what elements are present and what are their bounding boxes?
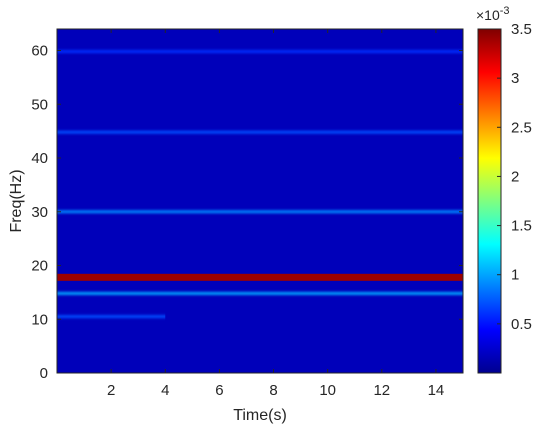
frequency-band (57, 291, 463, 295)
x-tick-label: 2 (107, 382, 115, 399)
colorbar-gradient (478, 29, 501, 373)
y-tick-label: 30 (31, 204, 48, 221)
colorbar-tick-label: 3 (511, 70, 519, 87)
axes: 2 4 6 8 10 12 14 0 10 20 30 40 50 60 (31, 28, 464, 399)
colorbar-tick-label: 1.5 (511, 218, 532, 235)
colorbar-exponent-base: ×10 (476, 7, 500, 23)
colorbar-tick-label: 0.5 (511, 316, 532, 333)
y-tick-label: 20 (31, 258, 48, 275)
frequency-band (57, 50, 463, 54)
colorbar-exponent-power: -3 (500, 5, 510, 17)
colorbar-frame (477, 28, 502, 374)
colorbar-tick-label: 3.5 (511, 21, 532, 38)
x-tick-label: 6 (215, 382, 223, 399)
frequency-band (57, 273, 463, 281)
colorbar-tick-label: 2 (511, 168, 519, 185)
y-tick-label: 60 (31, 43, 48, 60)
y-axis-label: Freq(Hz) (8, 169, 25, 232)
x-tick-label: 10 (319, 382, 336, 399)
spectrogram-plot (57, 29, 463, 373)
plot-background (57, 29, 463, 373)
colorbar-tick-label: 1 (511, 267, 519, 284)
y-tick-label: 40 (31, 150, 48, 167)
frequency-band (57, 315, 166, 319)
colorbar-exponent: ×10-3 (476, 5, 510, 23)
x-tick-label: 12 (373, 382, 390, 399)
colorbar-tick-label: 2.5 (511, 119, 532, 136)
x-tick-label: 4 (161, 382, 169, 399)
y-tick-label: 50 (31, 96, 48, 113)
x-tick-label: 14 (428, 382, 445, 399)
axes-frame (56, 28, 464, 374)
y-tick-label: 0 (40, 365, 48, 382)
x-tick-label: 8 (269, 382, 277, 399)
colorbar: ×10-3 0.5 1 1.5 2 2.5 3 3.5 (476, 5, 532, 374)
frequency-band (57, 210, 463, 214)
x-axis-label: Time(s) (233, 407, 287, 424)
frequency-band (57, 130, 463, 134)
y-tick-label: 10 (31, 311, 48, 328)
